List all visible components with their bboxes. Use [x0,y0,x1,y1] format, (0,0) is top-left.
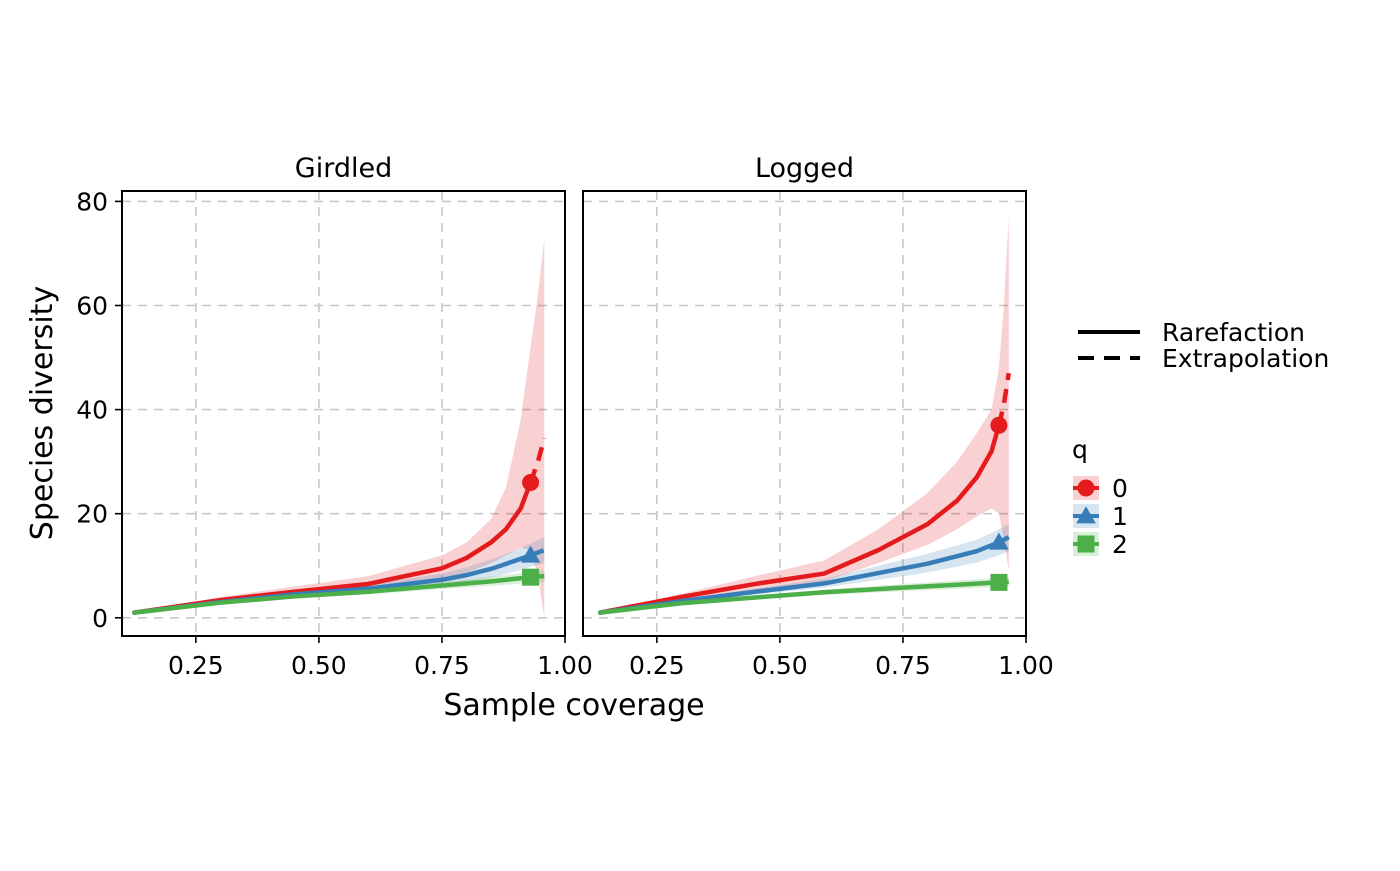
legend-label-extrapolation: Extrapolation [1162,344,1329,373]
facet-label-logged: Logged [755,153,854,184]
panel-logged: Logged 0.25 0.50 0.75 1.00 [582,153,1054,680]
x-tick-label-logged-0.25: 0.25 [629,651,685,680]
x-tick-label-girdled-0.50: 0.50 [291,651,347,680]
x-tick-label-girdled-1.00: 1.00 [537,651,593,680]
observed-point-q1 [520,545,541,563]
legend-q-key-2 [1077,535,1095,553]
facet-label-girdled: Girdled [295,153,392,184]
legend-label-rarefaction: Rarefaction [1162,318,1305,347]
x-tick-label-logged-0.50: 0.50 [752,651,808,680]
ci-band-q0 [600,217,1009,613]
panel-girdled: Girdled 0.25 0.50 0.75 1.00 0 20 40 60 80 [76,153,593,680]
legend-q-key-0 [1077,479,1095,497]
ci-band-q1 [600,524,1009,613]
legend-q-title: q [1072,435,1088,464]
x-tick-label-logged-0.75: 0.75 [875,651,931,680]
rarefaction-line-q0 [132,480,533,615]
x-tick-label-logged-1.00: 1.00 [998,651,1054,680]
legend-q-label-0: 0 [1112,474,1128,503]
panel-frame-logged [582,190,1027,637]
x-tick-label-girdled-0.25: 0.25 [168,651,224,680]
y-tick-label-80: 80 [76,187,108,216]
y-tick-label-0: 0 [92,604,108,633]
y-axis-title: Species diversity [25,286,60,540]
y-tick-label-20: 20 [76,500,108,529]
y-tick-label-40: 40 [76,396,108,425]
x-tick-label-girdled-0.75: 0.75 [414,651,470,680]
rarefaction-line-q2 [132,574,533,615]
x-axis-title: Sample coverage [443,688,704,723]
legend-q-key-1 [1076,506,1096,524]
legend-q: q 012 [1072,435,1128,559]
rarefaction-line-q1 [597,540,1002,615]
y-tick-label-60: 60 [76,292,108,321]
observed-point-q1 [989,532,1009,550]
observed-point-q0 [522,473,540,491]
rarefaction-line-q2 [597,580,1002,615]
observed-point-q2 [522,568,540,586]
panels: Girdled 0.25 0.50 0.75 1.00 0 20 40 60 80 Logged 0.… [76,153,1054,680]
panel-frame-girdled [121,190,566,637]
rarefaction-line-q0 [597,422,1002,615]
legend-q-label-1: 1 [1112,502,1128,531]
legend-linetype: Rarefaction Extrapolation [1078,318,1329,373]
observed-point-q2 [990,573,1008,591]
observed-point-q0 [990,416,1008,434]
legend-q-label-2: 2 [1112,530,1128,559]
